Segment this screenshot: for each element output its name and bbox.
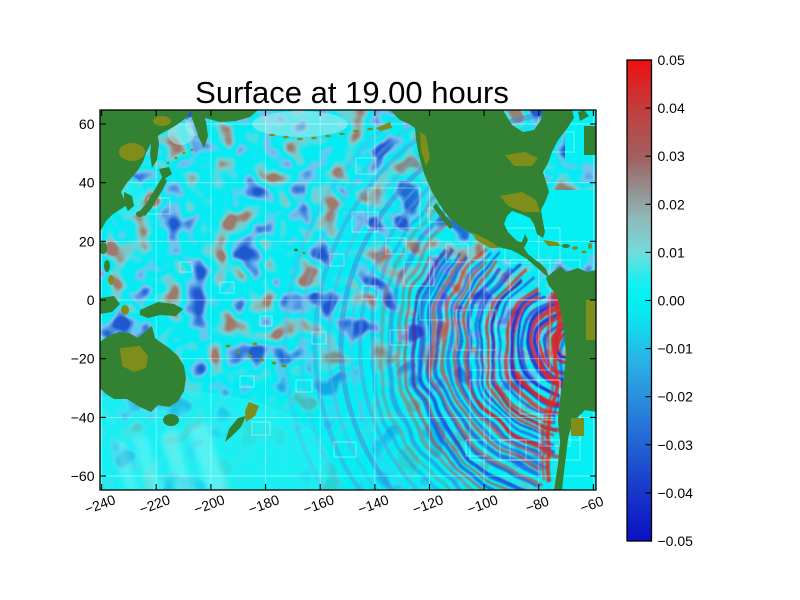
svg-text:0.02: 0.02 [658, 196, 685, 212]
svg-text:−60: −60 [71, 468, 95, 484]
svg-text:−80: −80 [523, 493, 551, 516]
svg-text:0.04: 0.04 [658, 100, 685, 116]
svg-text:0.01: 0.01 [658, 244, 685, 260]
svg-text:40: 40 [79, 175, 95, 191]
svg-text:0.00: 0.00 [658, 293, 685, 309]
svg-text:60: 60 [79, 116, 95, 132]
svg-text:20: 20 [79, 233, 95, 249]
svg-text:−0.02: −0.02 [658, 389, 694, 405]
svg-text:Surface at 19.00 hours: Surface at 19.00 hours [195, 75, 509, 110]
svg-text:−20: −20 [71, 351, 95, 367]
svg-text:0: 0 [87, 292, 95, 308]
svg-text:−0.01: −0.01 [658, 341, 694, 357]
svg-text:−0.04: −0.04 [658, 485, 694, 501]
svg-text:−60: −60 [578, 493, 606, 516]
svg-text:−0.05: −0.05 [658, 533, 694, 549]
svg-text:0.03: 0.03 [658, 148, 685, 164]
svg-text:−0.03: −0.03 [658, 437, 694, 453]
svg-text:0.05: 0.05 [658, 52, 685, 68]
svg-text:−40: −40 [71, 409, 95, 425]
